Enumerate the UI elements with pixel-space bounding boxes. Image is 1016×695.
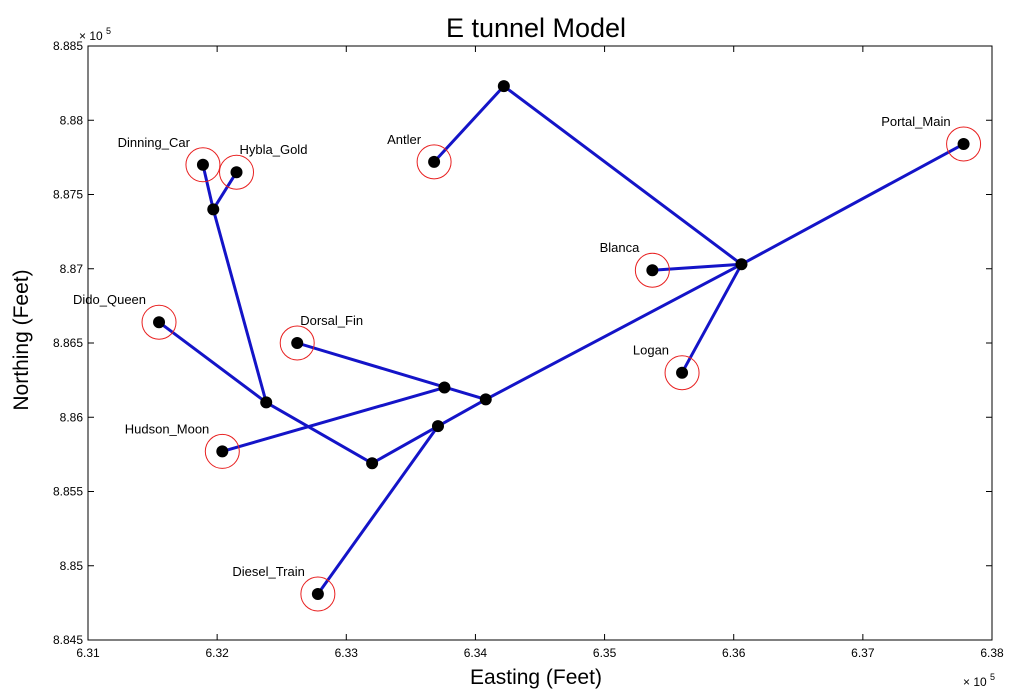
- y-tick-label: 8.885: [53, 39, 83, 53]
- portal-circle: [634, 252, 670, 288]
- tunnel-segment: [436, 397, 488, 428]
- x-tick-label: 6.31: [76, 646, 100, 660]
- tunnel-segment: [295, 341, 488, 401]
- tunnel-node: [497, 80, 510, 93]
- portal-circle: [416, 144, 452, 180]
- tunnel-node: [153, 316, 166, 329]
- y-tick-label: 8.88: [60, 113, 84, 127]
- y-tick-label: 8.86: [60, 410, 84, 424]
- tunnel-segment: [739, 142, 966, 266]
- tunnel-node: [735, 258, 748, 271]
- tunnel-node: [291, 337, 304, 349]
- tunnel-node: [230, 166, 243, 179]
- portal-circle: [219, 154, 255, 190]
- y-axis-label: Northing (Feet): [10, 269, 33, 410]
- x-exponent-label: × 10 5: [963, 672, 995, 689]
- y-axis-ticks: 8.845 8.85 8.855 8.86 8.865 8.87 8.875 8.88 8.88…: [53, 39, 992, 647]
- tunnel-segment: [680, 262, 743, 375]
- tunnel-node: [431, 420, 444, 433]
- portal-label: Hudson_Moon: [125, 421, 210, 436]
- portal-circle: [141, 304, 177, 340]
- tunnel-node: [676, 366, 689, 379]
- tunnel-node: [207, 203, 220, 216]
- tunnel-segment: [502, 84, 743, 266]
- tunnel-segments: [157, 84, 966, 596]
- portal-circles: [141, 126, 982, 612]
- portal-labels: Portal_Main Blanca Logan Antler Diesel_Train…: [73, 114, 951, 579]
- x-axis-ticks: 6.31 6.32 6.33 6.34 6.35 6.36 6.37 6.38: [76, 46, 1004, 660]
- x-axis-label: Easting (Feet): [470, 666, 602, 689]
- y-exponent-base: × 10: [79, 29, 103, 43]
- tunnel-node: [196, 158, 209, 171]
- portal-circle: [204, 433, 240, 469]
- tunnel-node: [260, 396, 273, 409]
- x-tick-label: 6.36: [722, 646, 746, 660]
- tunnel-segment: [157, 320, 268, 404]
- portal-label: Diesel_Train: [232, 564, 305, 579]
- tunnel-segment: [211, 207, 268, 404]
- portal-label: Antler: [387, 132, 422, 147]
- tunnel-segment: [264, 400, 374, 465]
- y-tick-label: 8.875: [53, 188, 83, 202]
- tunnel-node: [646, 264, 659, 277]
- tunnel-node: [957, 138, 970, 151]
- x-tick-label: 6.37: [851, 646, 875, 660]
- tunnel-node: [438, 381, 451, 394]
- plot-frame: [87, 45, 993, 641]
- tunnel-node: [366, 457, 379, 470]
- tunnel-node: [428, 155, 441, 168]
- tunnel-node-markers: [153, 80, 970, 600]
- portal-circle: [300, 576, 336, 612]
- tunnel-segment: [370, 424, 440, 465]
- tunnel-segment: [650, 262, 743, 272]
- tunnel-segment: [484, 262, 743, 401]
- tunnel-node: [479, 393, 492, 406]
- x-tick-label: 6.33: [335, 646, 359, 660]
- tunnel-node: [216, 445, 229, 458]
- tunnel-segment: [201, 163, 215, 211]
- portal-label: Logan: [633, 343, 669, 358]
- portal-label: Hybla_Gold: [240, 142, 308, 157]
- x-tick-label: 6.35: [593, 646, 617, 660]
- tunnel-node: [311, 587, 324, 600]
- y-tick-label: 8.85: [60, 559, 84, 573]
- x-tick-label: 6.32: [205, 646, 229, 660]
- portal-label: Dorsal_Fin: [300, 313, 363, 328]
- portal-label: Portal_Main: [881, 114, 950, 129]
- portal-circle: [185, 147, 221, 183]
- chart-title: E tunnel Model: [446, 13, 626, 43]
- y-tick-label: 8.855: [53, 485, 83, 499]
- portal-circle: [946, 126, 982, 162]
- x-exponent-base: × 10: [963, 675, 987, 689]
- x-tick-label: 6.34: [464, 646, 488, 660]
- portal-label: Dido_Queen: [73, 292, 146, 307]
- tunnel-segment: [432, 84, 506, 164]
- y-tick-label: 8.87: [60, 262, 84, 276]
- y-exponent-power: 5: [106, 26, 111, 36]
- tunnel-segment: [211, 170, 239, 211]
- y-tick-label: 8.865: [53, 336, 83, 350]
- x-exponent-power: 5: [990, 672, 995, 682]
- tunnel-segment: [220, 386, 446, 453]
- portal-label: Blanca: [600, 240, 641, 255]
- y-exponent-label: × 10 5: [79, 26, 111, 43]
- x-tick-label: 6.38: [980, 646, 1004, 660]
- tunnel-segment: [316, 424, 440, 596]
- portal-circle: [279, 325, 315, 361]
- portal-circle: [664, 355, 700, 391]
- y-tick-label: 8.845: [53, 633, 83, 647]
- portal-label: Dinning_Car: [118, 135, 191, 150]
